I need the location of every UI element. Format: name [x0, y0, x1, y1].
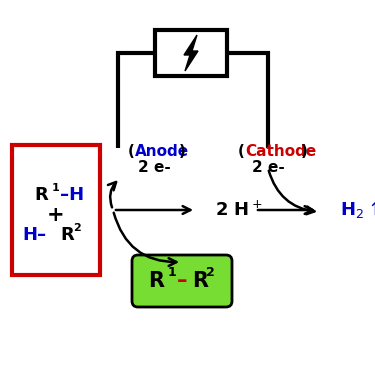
Text: ): ): [179, 144, 186, 159]
FancyBboxPatch shape: [155, 30, 227, 76]
Text: ): ): [301, 144, 308, 159]
Text: –H: –H: [60, 186, 84, 204]
Text: 2 H$^+$: 2 H$^+$: [215, 200, 263, 220]
Text: 2: 2: [206, 266, 215, 279]
Text: 1: 1: [52, 183, 60, 193]
FancyBboxPatch shape: [132, 255, 232, 307]
Text: R: R: [192, 271, 208, 291]
Text: 1: 1: [168, 266, 177, 279]
Text: R: R: [60, 226, 74, 244]
FancyBboxPatch shape: [12, 145, 100, 275]
Text: 2 e-: 2 e-: [252, 160, 285, 176]
Text: Cathode: Cathode: [245, 144, 316, 159]
Text: H$_2$$\uparrow$: H$_2$$\uparrow$: [340, 200, 375, 220]
Text: 2: 2: [73, 223, 81, 233]
Text: 2 e-: 2 e-: [138, 160, 171, 176]
Text: (: (: [128, 144, 135, 159]
Polygon shape: [184, 35, 198, 71]
Text: +: +: [47, 205, 65, 225]
Text: –: –: [177, 271, 187, 291]
Text: R: R: [148, 271, 164, 291]
Text: H–: H–: [22, 226, 46, 244]
Text: Anode: Anode: [135, 144, 189, 159]
Text: R: R: [34, 186, 48, 204]
Text: (: (: [238, 144, 245, 159]
